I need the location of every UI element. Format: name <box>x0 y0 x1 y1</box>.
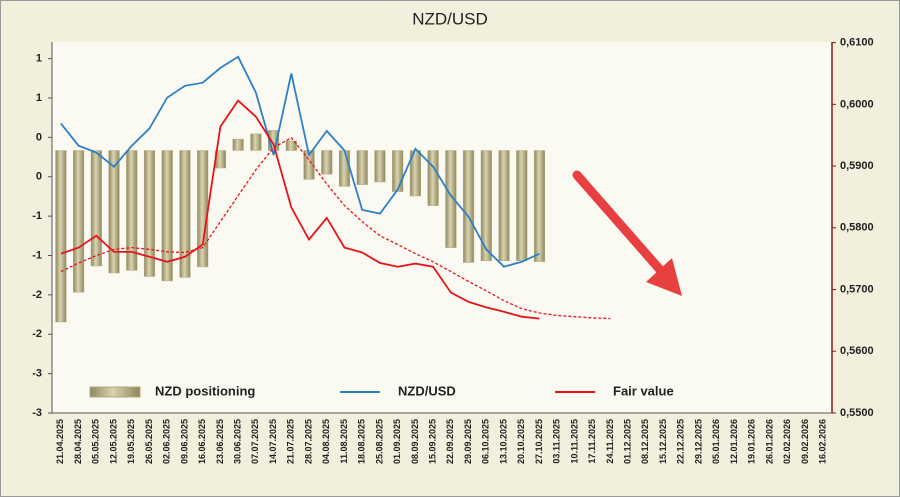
legend: NZD positioning NZD/USD Fair value <box>89 383 674 398</box>
x-tick-label: 30.06.2025 <box>233 419 243 464</box>
bar <box>321 150 333 175</box>
bar <box>392 150 404 192</box>
x-tick-label: 12.01.2026 <box>729 419 739 464</box>
bar <box>179 150 191 278</box>
bar <box>143 150 156 277</box>
x-tick-label: 29.09.2025 <box>463 419 473 464</box>
x-tick-label: 27.10.2025 <box>534 419 544 464</box>
bar <box>480 150 492 261</box>
bar <box>427 150 439 206</box>
y2-tick-label: 0,5900 <box>840 160 874 172</box>
bar <box>55 150 67 323</box>
bar <box>463 150 475 263</box>
x-tick-label: 21.07.2025 <box>286 419 296 464</box>
legend-label: NZD/USD <box>398 383 456 398</box>
y-tick-label: 1 <box>36 53 42 65</box>
x-tick-label: 20.10.2025 <box>516 419 526 464</box>
line <box>60 55 540 268</box>
x-tick-label: 10.11.2025 <box>569 419 579 464</box>
chart-title: NZD/USD <box>412 9 488 28</box>
y2-tick-label: 0,5600 <box>840 345 874 357</box>
y-tick-label: 0 <box>36 171 42 183</box>
bar <box>285 140 297 151</box>
bar <box>73 150 85 293</box>
x-tick-label: 16.06.2025 <box>197 419 207 464</box>
y-tick-label: 0 <box>36 131 42 143</box>
y-tick-label: 1 <box>36 92 42 104</box>
x-tick-label: 28.04.2025 <box>73 419 83 464</box>
x-tick-label: 02.02.2026 <box>782 419 792 464</box>
x-tick-label: 28.07.2025 <box>303 419 313 464</box>
x-tick-label: 05.05.2025 <box>91 419 101 464</box>
x-tick-label: 04.08.2025 <box>321 419 331 464</box>
x-tick-label: 05.01.2026 <box>711 419 721 464</box>
bar <box>445 150 457 248</box>
x-tick-label: 17.11.2025 <box>587 419 597 464</box>
x-tick-label: 19.01.2026 <box>747 419 757 464</box>
x-tick-label: 08.12.2025 <box>640 419 650 464</box>
x-tick-label: 29.12.2025 <box>693 419 703 464</box>
bar <box>374 150 386 183</box>
bar <box>516 150 528 261</box>
y2-tick-label: 0,5800 <box>840 222 874 234</box>
bar <box>197 150 209 268</box>
x-tick-label: 03.11.2025 <box>552 419 562 464</box>
bar <box>126 150 138 271</box>
line <box>60 99 540 320</box>
bar <box>268 130 280 151</box>
x-tick-label: 02.06.2025 <box>162 419 172 464</box>
x-tick-label: 01.09.2025 <box>392 419 402 464</box>
x-tick-label: 24.11.2025 <box>605 419 615 464</box>
y-tick-label: -1 <box>32 249 42 261</box>
x-tick-label: 14.07.2025 <box>268 419 278 464</box>
y2-tick-label: 0,6100 <box>840 37 874 49</box>
bar <box>232 138 244 151</box>
x-tick-label: 11.08.2025 <box>339 419 349 464</box>
dashed-line <box>60 136 611 320</box>
x-tick-label: 09.06.2025 <box>179 419 189 464</box>
x-tick-label: 12.05.2025 <box>108 419 118 464</box>
bar <box>161 150 173 282</box>
bar <box>303 150 315 180</box>
y2-tick-label: 0,5700 <box>840 283 874 295</box>
x-tick-label: 22.12.2025 <box>676 419 686 464</box>
y-tick-label: -3 <box>32 368 42 380</box>
bar <box>498 150 510 261</box>
x-tick-label: 07.07.2025 <box>250 419 260 464</box>
y-tick-label: -2 <box>32 328 42 340</box>
x-tick-label: 18.08.2025 <box>357 419 367 464</box>
x-tick-label: 25.08.2025 <box>374 419 384 464</box>
x-tick-label: 19.05.2025 <box>126 419 136 464</box>
bar <box>533 150 546 262</box>
x-tick-label: 13.10.2025 <box>498 419 508 464</box>
y-tick-label: -2 <box>32 289 42 301</box>
x-tick-label: 21.04.2025 <box>55 419 65 464</box>
trend-arrow <box>572 170 682 296</box>
x-tick-label: 22.09.2025 <box>445 419 455 464</box>
x-tick-label: 15.12.2025 <box>658 419 668 464</box>
legend-label: NZD positioning <box>155 383 255 398</box>
legend-swatch <box>89 386 141 398</box>
bar <box>108 150 120 274</box>
x-tick-label: 23.06.2025 <box>215 419 225 464</box>
x-tick-label: 01.12.2025 <box>623 419 633 464</box>
legend-label: Fair value <box>613 383 674 398</box>
bar <box>90 150 102 267</box>
x-tick-label: 06.10.2025 <box>481 419 491 464</box>
x-tick-label: 26.01.2026 <box>764 419 774 464</box>
x-tick-label: 08.09.2025 <box>410 419 420 464</box>
x-tick-label: 26.05.2025 <box>144 419 154 464</box>
bar <box>338 150 351 187</box>
bar <box>356 150 368 185</box>
x-tick-label: 15.09.2025 <box>428 419 438 464</box>
y-tick-label: -3 <box>32 407 42 419</box>
x-tick-label: 09.02.2026 <box>800 419 810 464</box>
y-tick-label: -1 <box>32 210 42 222</box>
y2-tick-label: 0,5500 <box>840 407 874 419</box>
y2-tick-label: 0,6000 <box>840 98 874 110</box>
bar <box>250 133 262 151</box>
x-tick-label: 16.02.2026 <box>818 419 828 464</box>
